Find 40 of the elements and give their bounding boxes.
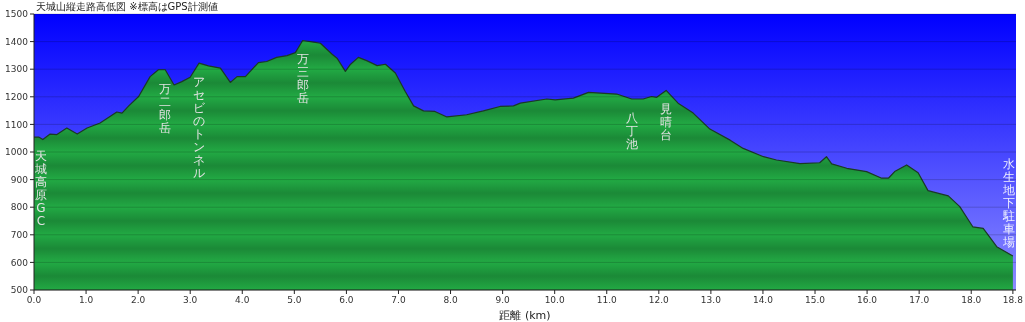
y-tick-label: 500 bbox=[10, 285, 29, 296]
y-tick-label: 1500 bbox=[5, 9, 29, 20]
x-tick-label: 2.0 bbox=[130, 295, 146, 305]
y-tick-label: 1100 bbox=[5, 119, 29, 130]
x-tick-label: 0.0 bbox=[26, 295, 42, 305]
annotation: 万三郎岳 bbox=[296, 52, 309, 106]
y-tick-label: 1400 bbox=[5, 36, 29, 47]
annotation: 水生地下駐車場 bbox=[1002, 157, 1015, 250]
annotation: 万二郎岳 bbox=[159, 81, 172, 135]
x-tick-label: 4.0 bbox=[235, 295, 250, 305]
y-tick-label: 800 bbox=[10, 202, 29, 213]
y-tick-label: 1200 bbox=[5, 91, 29, 102]
x-tick-label: 7.0 bbox=[391, 295, 406, 305]
x-tick-label: 9.0 bbox=[495, 295, 511, 305]
x-tick-label: 14.0 bbox=[752, 295, 774, 305]
x-tick-label: 17.0 bbox=[909, 295, 930, 305]
chart-title: 天城山縦走路高低図 ※標高はGPS計測値 bbox=[36, 1, 218, 12]
y-tick-label: 600 bbox=[10, 257, 29, 268]
annotation: 八丁池 bbox=[625, 111, 638, 152]
x-tick-label: 13.0 bbox=[700, 295, 722, 305]
annotation: 天城高原GC bbox=[34, 149, 47, 229]
y-tick-label: 900 bbox=[10, 174, 29, 185]
x-tick-label: 10.0 bbox=[544, 295, 565, 305]
x-tick-label: 1.0 bbox=[78, 295, 94, 305]
x-tick-label: 16.0 bbox=[857, 295, 878, 305]
x-tick-label: 15.0 bbox=[804, 295, 826, 305]
x-tick-label: 18.0 bbox=[961, 295, 982, 305]
annotation: アセビのトンネル bbox=[193, 75, 207, 181]
x-tick-label: 11.0 bbox=[596, 295, 618, 305]
x-tick-label: 8.0 bbox=[443, 295, 458, 305]
x-tick-label: 3.0 bbox=[183, 295, 198, 305]
x-axis-title: 距離 (km) bbox=[499, 309, 551, 322]
x-tick-label: 18.8 bbox=[1002, 295, 1024, 305]
annotation: 見晴台 bbox=[660, 102, 673, 143]
y-tick-label: 1300 bbox=[5, 64, 29, 75]
x-tick-label: 5.0 bbox=[287, 295, 302, 305]
x-tick-label: 6.0 bbox=[339, 295, 354, 305]
x-tick-label: 12.0 bbox=[648, 295, 670, 305]
y-tick-label: 1000 bbox=[5, 147, 29, 158]
y-tick-label: 700 bbox=[10, 229, 29, 240]
